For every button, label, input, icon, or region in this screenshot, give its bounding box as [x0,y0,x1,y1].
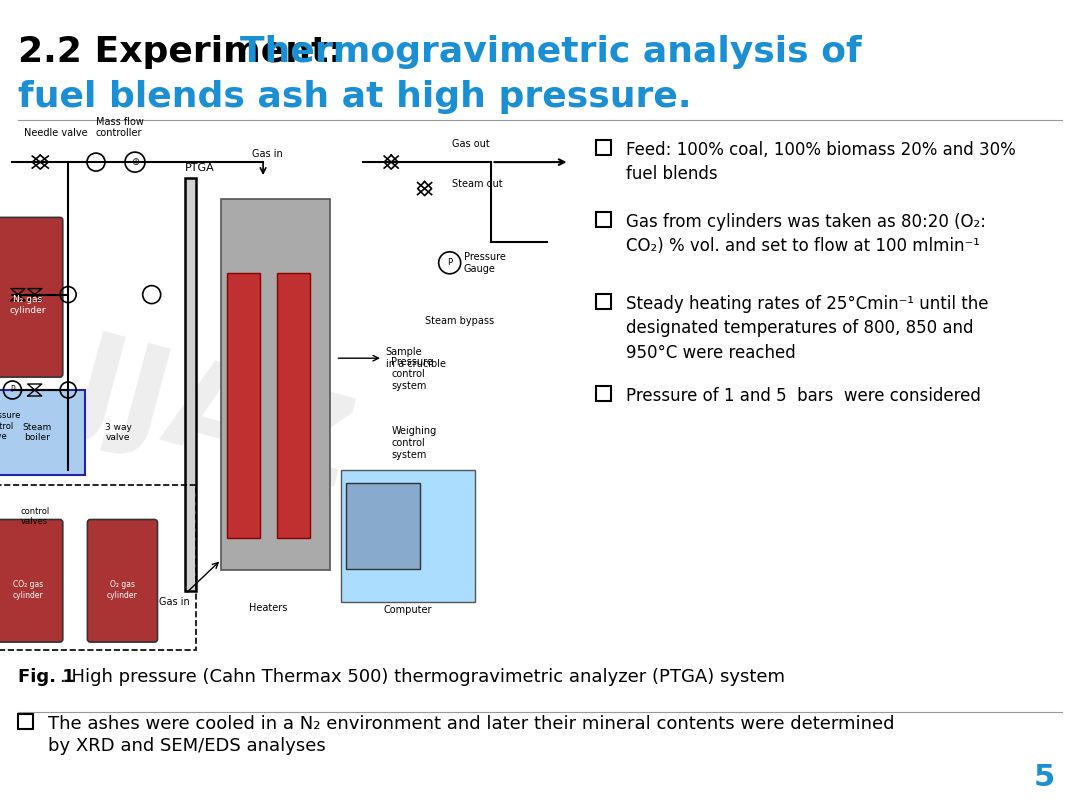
Text: Pressure
control
system: Pressure control system [391,357,433,390]
Text: . High pressure (Cahn Thermax 500) thermogravimetric analyzer (PTGA) system: . High pressure (Cahn Thermax 500) therm… [60,668,785,686]
Text: Gas from cylinders was taken as 80:20 (O₂:
CO₂) % vol. and set to flow at 100 ml: Gas from cylinders was taken as 80:20 (O… [626,213,986,255]
Text: Pressure of 1 and 5  bars  were considered: Pressure of 1 and 5 bars were considered [626,387,981,405]
Text: Steam out: Steam out [453,178,503,189]
Text: Gas in: Gas in [159,597,189,607]
FancyBboxPatch shape [87,519,158,642]
Text: Thermogravimetric analysis of: Thermogravimetric analysis of [240,35,862,69]
FancyBboxPatch shape [18,714,33,729]
FancyBboxPatch shape [221,199,329,570]
Text: The ashes were cooled in a N₂ environment and later their mineral contents were : The ashes were cooled in a N₂ environmen… [48,715,894,733]
Text: Computer: Computer [383,605,432,615]
FancyBboxPatch shape [341,470,475,602]
Text: P: P [447,258,453,267]
Text: Sample
in a crucible: Sample in a crucible [386,347,446,369]
FancyBboxPatch shape [0,519,63,642]
FancyBboxPatch shape [596,140,611,155]
FancyBboxPatch shape [227,274,260,539]
Text: Mass flow
controller: Mass flow controller [96,117,144,139]
FancyBboxPatch shape [0,217,63,377]
FancyBboxPatch shape [596,386,611,401]
FancyBboxPatch shape [346,483,420,569]
Text: Steam bypass: Steam bypass [424,316,494,326]
FancyBboxPatch shape [185,178,197,591]
Text: Weighing
control
system: Weighing control system [391,426,436,459]
Text: PTGA: PTGA [185,163,215,173]
FancyBboxPatch shape [596,212,611,227]
Text: CO₂ gas
cylinder: CO₂ gas cylinder [12,581,43,600]
FancyBboxPatch shape [276,274,310,539]
FancyBboxPatch shape [596,294,611,309]
Text: fuel blends ash at high pressure.: fuel blends ash at high pressure. [18,80,691,114]
Text: Pressure
control
valve: Pressure control valve [0,411,21,441]
Text: Needle valve: Needle valve [24,128,87,139]
Text: Steady heating rates of 25°Cmin⁻¹ until the
designated temperatures of 800, 850 : Steady heating rates of 25°Cmin⁻¹ until … [626,295,988,361]
Text: JJAZ: JJAZ [62,322,364,511]
Text: control
valves: control valves [21,506,50,526]
Text: Feed: 100% coal, 100% biomass 20% and 30%
fuel blends: Feed: 100% coal, 100% biomass 20% and 30… [626,141,1016,183]
Text: 3 way
valve: 3 way valve [105,423,132,442]
Text: O₂ gas
cylinder: O₂ gas cylinder [107,581,138,600]
Text: Heaters: Heaters [249,603,288,612]
Text: by XRD and SEM/EDS analyses: by XRD and SEM/EDS analyses [48,737,326,755]
Text: Pressure
Gauge: Pressure Gauge [463,252,505,274]
Text: N₂ gas
cylinder: N₂ gas cylinder [10,295,46,314]
FancyBboxPatch shape [0,390,85,475]
Text: P: P [10,386,15,394]
Text: Gas in: Gas in [252,150,283,160]
Text: Steam
boiler: Steam boiler [23,423,52,442]
Text: Fig. 1: Fig. 1 [18,668,75,686]
Text: 2.2 Experiment:: 2.2 Experiment: [18,35,355,69]
Text: Gas out: Gas out [453,139,490,149]
Text: 5: 5 [1034,763,1055,792]
Text: ⊕: ⊕ [131,157,139,167]
